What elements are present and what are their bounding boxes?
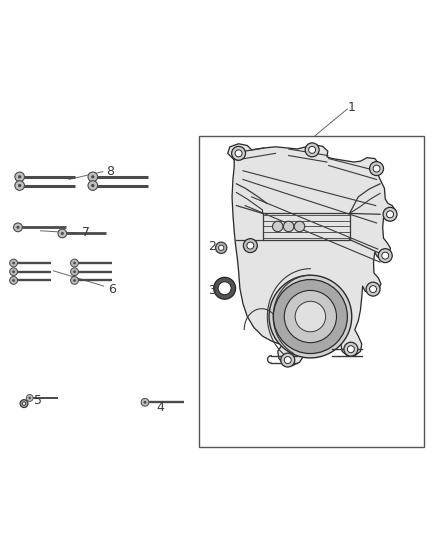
Text: 7: 7 [82, 227, 90, 239]
Text: 8: 8 [106, 165, 114, 178]
Circle shape [281, 353, 295, 367]
Circle shape [18, 184, 21, 187]
Circle shape [366, 282, 380, 296]
Circle shape [73, 262, 76, 264]
Circle shape [144, 401, 146, 403]
Circle shape [12, 270, 15, 273]
Circle shape [370, 286, 377, 293]
Circle shape [91, 175, 95, 179]
Circle shape [88, 172, 98, 182]
Circle shape [383, 207, 397, 221]
Circle shape [269, 275, 352, 358]
Circle shape [244, 239, 257, 253]
Circle shape [12, 262, 15, 264]
Text: 3: 3 [208, 284, 216, 297]
Circle shape [12, 279, 15, 282]
Circle shape [284, 290, 336, 343]
Circle shape [370, 161, 384, 175]
Circle shape [22, 402, 26, 405]
Circle shape [10, 268, 18, 276]
Text: 2: 2 [208, 240, 216, 253]
Circle shape [58, 229, 67, 238]
Circle shape [10, 277, 18, 284]
Circle shape [309, 147, 316, 154]
Text: 1: 1 [348, 101, 356, 114]
Polygon shape [228, 144, 396, 366]
Text: 6: 6 [108, 282, 116, 296]
Circle shape [283, 221, 294, 232]
Circle shape [295, 301, 325, 332]
Circle shape [294, 221, 305, 232]
Text: 4: 4 [156, 401, 164, 415]
Circle shape [378, 249, 392, 263]
Circle shape [73, 279, 76, 282]
Circle shape [18, 175, 21, 179]
Circle shape [15, 172, 25, 182]
Circle shape [88, 181, 98, 190]
Circle shape [232, 147, 246, 160]
Circle shape [387, 211, 393, 218]
Circle shape [382, 252, 389, 259]
Circle shape [10, 259, 18, 267]
Circle shape [61, 232, 64, 235]
Circle shape [71, 259, 78, 267]
Text: 5: 5 [34, 393, 42, 407]
Circle shape [284, 357, 291, 364]
Circle shape [347, 346, 354, 353]
Circle shape [71, 277, 78, 284]
Circle shape [235, 150, 242, 157]
Circle shape [20, 400, 28, 408]
Circle shape [16, 226, 19, 229]
Circle shape [15, 181, 25, 190]
Circle shape [91, 184, 95, 187]
Circle shape [14, 223, 22, 232]
Circle shape [218, 282, 231, 295]
Circle shape [214, 277, 236, 299]
Circle shape [219, 245, 224, 251]
Circle shape [305, 143, 319, 157]
Circle shape [71, 268, 78, 276]
FancyBboxPatch shape [199, 136, 424, 447]
Circle shape [28, 397, 31, 399]
Circle shape [73, 270, 76, 273]
Circle shape [272, 221, 283, 232]
Circle shape [344, 342, 358, 356]
Circle shape [215, 242, 227, 254]
Circle shape [273, 279, 347, 353]
Circle shape [247, 242, 254, 249]
Circle shape [141, 398, 149, 406]
Circle shape [373, 165, 380, 172]
Circle shape [26, 394, 33, 401]
